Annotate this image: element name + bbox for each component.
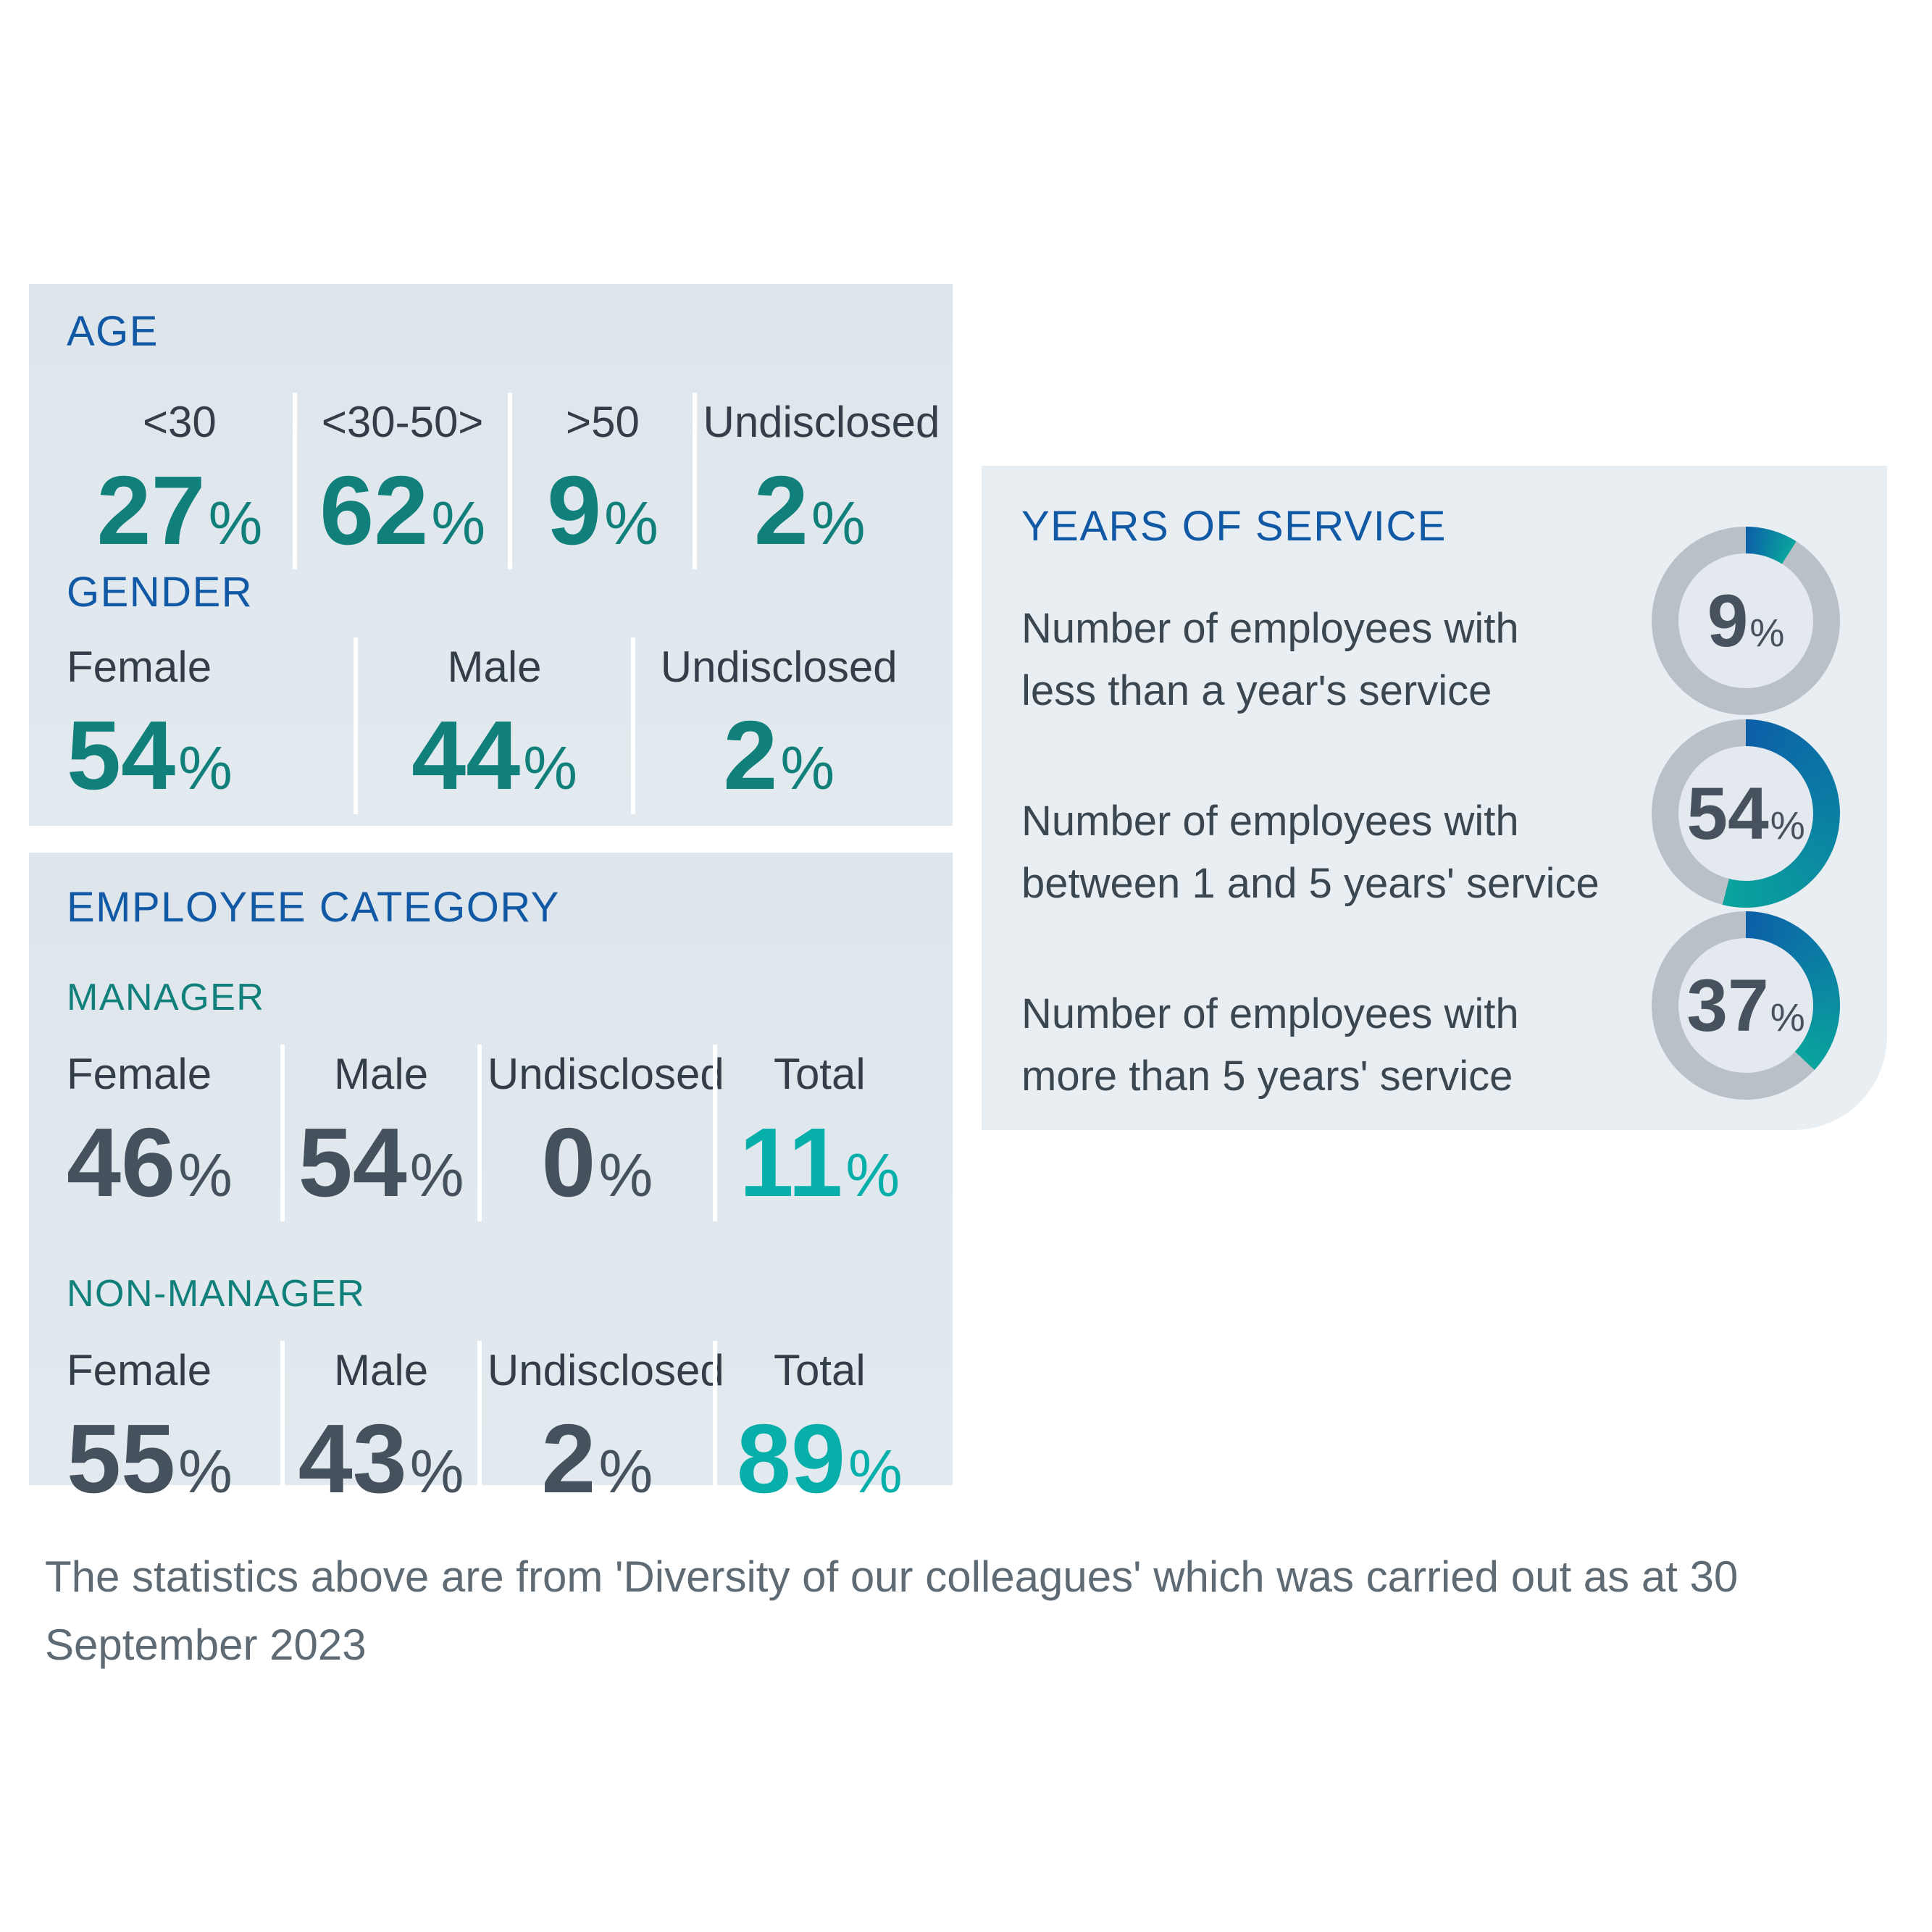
gender-stat-female: Female 54%	[67, 637, 354, 814]
non-manager-stat-male: Male 43%	[280, 1341, 477, 1518]
donut-inner-disc: 9%	[1678, 553, 1813, 688]
manager-subheading: MANAGER	[67, 976, 265, 1019]
donut-value: 9%	[1707, 580, 1785, 662]
gender-label-female: Female	[67, 642, 212, 691]
percent-sign: %	[604, 488, 658, 557]
service-text-line1: Number of employees with	[1021, 605, 1519, 652]
service-text-line2: less than a year's service	[1021, 667, 1492, 714]
age-value-undisclosed: 2%	[753, 455, 866, 565]
service-row-1-to-5yr-text: Number of employees with between 1 and 5…	[1021, 790, 1673, 915]
age-stat-30to50: <30-50> 62%	[292, 392, 509, 569]
percent-sign: %	[208, 488, 263, 557]
percent-sign: %	[409, 1140, 464, 1209]
manager-value-male: 54%	[298, 1107, 464, 1217]
donut-inner-disc: 54%	[1678, 746, 1813, 881]
manager-label-female: Female	[67, 1049, 212, 1098]
source-caption: The statistics above are from 'Diversity…	[45, 1552, 1739, 1669]
age-value-30to50: 62%	[319, 455, 486, 565]
non-manager-stats-row: Female 55% Male 43% Undisclosed 2% Total…	[67, 1341, 922, 1518]
percent-sign: %	[178, 1140, 233, 1209]
service-row-more-than-5yr-text: Number of employees with more than 5 yea…	[1021, 983, 1673, 1108]
age-stat-over50: >50 9%	[508, 392, 693, 569]
manager-label-undisclosed: Undisclosed	[487, 1049, 724, 1098]
gender-title: GENDER	[67, 568, 254, 616]
manager-value-undisclosed: 0%	[541, 1107, 653, 1217]
donut-chart-less-than-1yr: 9%	[1652, 527, 1840, 715]
employee-category-title: EMPLOYEE CATEGORY	[67, 884, 560, 931]
employee-category-panel: EMPLOYEE CATEGORY MANAGER Female 46% Mal…	[29, 853, 953, 1518]
non-manager-value-undisclosed: 2%	[541, 1404, 653, 1514]
age-stat-under30: <30 27%	[67, 393, 293, 569]
percent-sign: %	[848, 1437, 903, 1506]
percent-sign: %	[598, 1437, 653, 1506]
manager-stat-undisclosed: Undisclosed 0%	[477, 1044, 724, 1221]
manager-label-male: Male	[334, 1049, 429, 1098]
age-stat-undisclosed: Undisclosed 2%	[693, 392, 940, 569]
manager-stat-total: Total 11%	[712, 1044, 922, 1221]
non-manager-label-female: Female	[67, 1346, 212, 1395]
gender-stat-male: Male 44%	[353, 637, 632, 814]
non-manager-label-male: Male	[334, 1346, 429, 1395]
gender-stats-row: Female 54% Male 44% Undisclosed 2%	[67, 637, 922, 814]
service-text-line2: more than 5 years' service	[1021, 1053, 1513, 1100]
percent-sign: %	[780, 733, 835, 802]
service-text-line1: Number of employees with	[1021, 798, 1519, 845]
age-gender-panel: AGE <30 27% <30-50> 62% >50 9% Undisclos…	[29, 284, 953, 826]
age-label-under30: <30	[143, 397, 217, 446]
manager-label-total: Total	[773, 1049, 866, 1098]
age-label-over50: >50	[566, 397, 640, 446]
service-row-less-than-1yr-text: Number of employees with less than a yea…	[1021, 598, 1673, 722]
age-title: AGE	[67, 308, 159, 355]
donut-value: 54%	[1686, 772, 1805, 855]
percent-sign: %	[178, 1437, 233, 1506]
non-manager-stat-female: Female 55%	[67, 1341, 280, 1518]
service-text-line2: between 1 and 5 years' service	[1021, 860, 1599, 907]
percent-sign: %	[1770, 804, 1805, 848]
age-label-undisclosed: Undisclosed	[703, 397, 940, 446]
non-manager-value-male: 43%	[298, 1404, 464, 1514]
percent-sign: %	[431, 488, 486, 557]
years-of-service-title: YEARS OF SERVICE	[1021, 503, 1447, 550]
gender-value-male: 44%	[411, 700, 577, 810]
donut-chart-1-to-5yr: 54%	[1652, 719, 1840, 908]
non-manager-subheading: NON-MANAGER	[67, 1272, 366, 1315]
percent-sign: %	[598, 1140, 653, 1209]
non-manager-stat-total: Total 89%	[712, 1341, 922, 1518]
manager-stat-male: Male 54%	[280, 1044, 477, 1221]
percent-sign: %	[811, 488, 866, 557]
gender-value-undisclosed: 2%	[723, 700, 835, 810]
manager-stat-female: Female 46%	[67, 1045, 280, 1221]
non-manager-value-female: 55%	[67, 1404, 233, 1514]
non-manager-label-total: Total	[773, 1346, 866, 1395]
age-stats-row: <30 27% <30-50> 62% >50 9% Undisclosed 2…	[67, 392, 940, 569]
age-value-over50: 9%	[547, 455, 658, 565]
percent-sign: %	[1749, 611, 1785, 655]
percent-sign: %	[1770, 996, 1805, 1040]
percent-sign: %	[178, 733, 233, 802]
manager-stats-row: Female 46% Male 54% Undisclosed 0% Total…	[67, 1044, 922, 1221]
percent-sign: %	[523, 733, 577, 802]
manager-value-female: 46%	[67, 1107, 233, 1217]
service-text-line1: Number of employees with	[1021, 990, 1519, 1037]
non-manager-value-total: 89%	[736, 1404, 903, 1514]
gender-label-male: Male	[447, 642, 542, 691]
gender-stat-undisclosed: Undisclosed 2%	[631, 637, 922, 814]
donut-chart-more-than-5yr: 37%	[1652, 911, 1840, 1100]
donut-inner-disc: 37%	[1678, 938, 1813, 1073]
gender-label-undisclosed: Undisclosed	[660, 642, 898, 691]
gender-value-female: 54%	[67, 700, 233, 810]
donut-value: 37%	[1686, 964, 1805, 1047]
age-value-under30: 27%	[96, 455, 263, 565]
non-manager-label-undisclosed: Undisclosed	[487, 1346, 724, 1395]
age-label-30to50: <30-50>	[321, 397, 484, 446]
manager-value-total: 11%	[739, 1107, 900, 1217]
non-manager-stat-undisclosed: Undisclosed 2%	[477, 1341, 724, 1518]
percent-sign: %	[409, 1437, 464, 1506]
percent-sign: %	[845, 1140, 900, 1209]
years-of-service-panel: YEARS OF SERVICE Number of employees wit…	[982, 466, 1887, 1130]
